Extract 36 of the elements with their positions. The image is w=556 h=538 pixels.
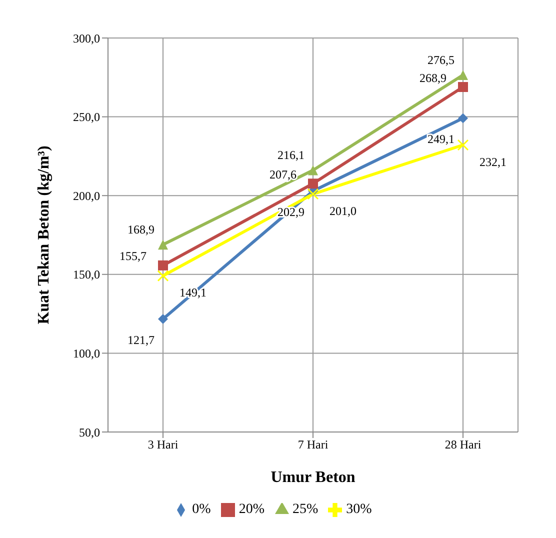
x-axis-title: Umur Beton bbox=[270, 469, 356, 486]
data-label: 121,7 bbox=[128, 332, 154, 347]
data-label: 276,5 bbox=[428, 52, 454, 67]
point bbox=[458, 70, 468, 80]
legend-label: 20% bbox=[238, 502, 264, 517]
legend-label: 0% bbox=[192, 502, 211, 517]
legend-label: 25% bbox=[292, 502, 318, 517]
y-tick-label: 150,0 bbox=[73, 268, 100, 282]
y-tick-label: 250,0 bbox=[73, 110, 100, 124]
data-label: 155,7 bbox=[120, 249, 146, 264]
data-label: 168,9 bbox=[128, 222, 154, 236]
data-label: 201,0 bbox=[330, 204, 356, 218]
data-label: 232,1 bbox=[480, 154, 506, 169]
y-tick-label: 100,0 bbox=[73, 346, 100, 360]
point bbox=[158, 240, 168, 250]
data-label: 268,9 bbox=[420, 70, 446, 85]
legend-label: 30% bbox=[346, 502, 372, 517]
point bbox=[158, 260, 168, 270]
data-label: 216,1 bbox=[278, 148, 304, 162]
point bbox=[457, 139, 469, 151]
point bbox=[157, 270, 169, 282]
y-tick-label: 50,0 bbox=[79, 425, 100, 440]
y-axis-title: Kuat Tekan Beton (kg/m³) bbox=[36, 146, 53, 324]
data-label: 249,1 bbox=[428, 132, 454, 146]
point bbox=[308, 165, 318, 176]
point bbox=[458, 82, 468, 92]
x-tick-label: 28 Hari bbox=[444, 438, 482, 452]
point bbox=[458, 113, 468, 124]
point bbox=[158, 314, 168, 324]
x-tick-label: 3 Hari bbox=[148, 438, 179, 452]
point bbox=[307, 188, 319, 200]
data-label: 207,6 bbox=[270, 167, 296, 182]
point bbox=[308, 178, 318, 189]
y-tick-label: 200,0 bbox=[73, 188, 100, 203]
x-tick-label: 7 Hari bbox=[298, 438, 329, 452]
y-tick-label: 300,0 bbox=[73, 31, 100, 46]
